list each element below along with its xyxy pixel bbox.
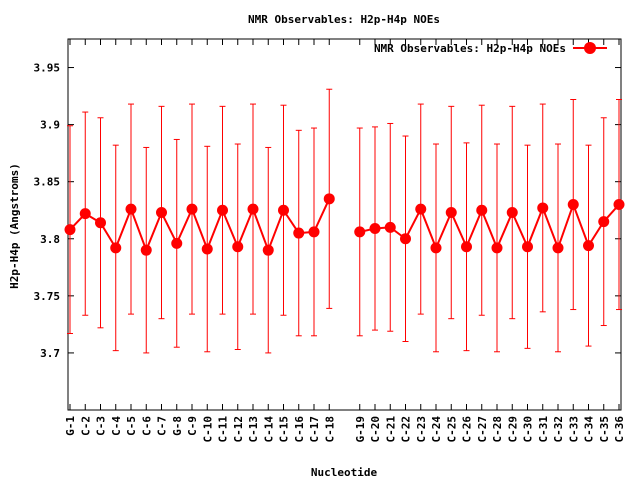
data-point: [430, 242, 442, 254]
data-point: [384, 221, 396, 233]
data-point: [323, 193, 335, 205]
x-tick-label: C-36: [613, 416, 626, 443]
y-tick-label: 3.8: [40, 233, 60, 246]
data-point: [278, 204, 289, 216]
legend-marker-sample: [584, 42, 596, 54]
x-tick-label: C-5: [125, 416, 138, 436]
legend-label: NMR Observables: H2p-H4p NOEs: [374, 42, 566, 55]
series-lines: [69, 198, 620, 254]
x-tick-label: C-27: [476, 416, 489, 443]
y-tick-label: 3.9: [40, 119, 60, 132]
x-axis-ticks: G-1 C-2 C-3 C-4 C-5 C-6 C-7 G-8 C-9 C-10 C-11 C-12 C…: [64, 39, 626, 443]
data-point: [308, 226, 320, 238]
legend: NMR Observables: H2p-H4p NOEs: [374, 42, 607, 55]
data-point: [125, 203, 137, 215]
data-point: [537, 202, 549, 214]
error-bars: [67, 88, 622, 354]
y-tick-label: 3.85: [34, 176, 61, 189]
x-tick-label: C-24: [430, 416, 443, 443]
data-markers: [64, 193, 625, 256]
x-tick-label: C-2: [79, 416, 92, 436]
data-point: [262, 244, 274, 256]
data-point: [186, 203, 198, 215]
y-axis-label: H2p-H4p (Angstroms): [8, 163, 21, 289]
data-point: [95, 217, 106, 229]
x-tick-label: C-20: [369, 416, 382, 443]
data-point: [293, 227, 305, 239]
data-point: [156, 207, 167, 219]
x-tick-label: C-14: [262, 416, 275, 443]
plot-frame: [67, 38, 622, 411]
data-point: [400, 233, 411, 245]
x-tick-label: C-12: [232, 416, 245, 443]
x-tick-label: C-16: [293, 416, 306, 443]
data-point: [79, 208, 91, 220]
data-point: [247, 203, 259, 215]
data-point: [476, 204, 488, 216]
data-point: [415, 203, 427, 215]
y-tick-label: 3.7: [40, 347, 60, 360]
data-point: [201, 243, 213, 255]
data-point: [598, 216, 610, 228]
data-point: [583, 240, 594, 252]
data-point: [613, 199, 625, 211]
x-tick-label: C-7: [156, 416, 169, 436]
data-point: [461, 241, 472, 253]
data-point: [217, 204, 228, 216]
x-axis-label: Nucleotide: [311, 466, 378, 479]
x-tick-label: C-35: [598, 416, 611, 443]
data-point: [491, 242, 503, 254]
data-point: [140, 244, 152, 256]
data-point: [354, 226, 366, 238]
x-tick-label: C-6: [140, 416, 153, 436]
data-point: [110, 242, 122, 254]
series-line: [69, 198, 331, 254]
data-point: [64, 224, 76, 236]
x-tick-label: G-1: [64, 416, 77, 436]
x-tick-label: C-21: [384, 416, 397, 443]
data-point: [567, 199, 579, 211]
data-point: [171, 237, 183, 249]
x-tick-label: G-19: [354, 416, 367, 443]
x-tick-label: C-10: [201, 416, 214, 443]
x-tick-label: C-30: [522, 416, 535, 443]
x-tick-label: C-4: [110, 416, 123, 436]
x-tick-label: C-9: [186, 416, 199, 436]
x-tick-label: C-3: [95, 416, 108, 436]
x-tick-label: G-8: [171, 416, 184, 436]
data-point: [522, 241, 533, 253]
x-tick-label: C-26: [461, 416, 474, 443]
x-tick-label: C-23: [415, 416, 428, 443]
data-point: [506, 207, 518, 219]
x-tick-label: C-33: [567, 416, 580, 443]
x-tick-label: C-18: [323, 416, 336, 443]
x-tick-label: C-13: [247, 416, 260, 443]
chart-title: NMR Observables: H2p-H4p NOEs: [248, 13, 440, 26]
y-tick-label: 3.95: [34, 62, 61, 75]
y-axis-ticks: 3.7 3.75 3.8 3.85 3.9 3.95: [34, 62, 621, 360]
x-tick-label: C-15: [278, 416, 291, 443]
x-tick-label: C-32: [552, 416, 565, 443]
data-point: [445, 207, 457, 219]
x-tick-label: C-31: [537, 416, 550, 443]
x-tick-label: C-25: [445, 416, 458, 443]
x-tick-label: C-29: [506, 416, 519, 443]
data-point: [552, 242, 564, 254]
x-tick-label: C-11: [217, 416, 230, 443]
x-tick-label: C-34: [583, 416, 596, 443]
x-tick-label: C-17: [308, 416, 321, 443]
x-tick-label: C-22: [400, 416, 413, 443]
y-tick-label: 3.75: [34, 290, 61, 303]
data-point: [369, 222, 381, 234]
data-point: [232, 241, 244, 253]
series-line: [359, 201, 620, 251]
x-tick-label: C-28: [491, 416, 504, 443]
